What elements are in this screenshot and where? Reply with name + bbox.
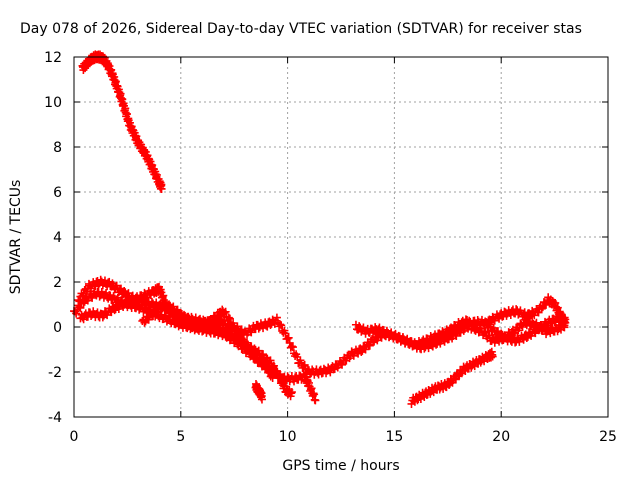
series-markers xyxy=(467,293,570,347)
x-tick-label: 25 xyxy=(599,429,617,445)
series-markers xyxy=(78,50,166,193)
x-tick-label: 5 xyxy=(176,429,185,445)
series-markers xyxy=(138,298,474,379)
plot-frame xyxy=(73,56,609,418)
series-arc-f xyxy=(467,293,570,347)
series-arc-e xyxy=(351,311,570,354)
y-tick-label: 10 xyxy=(44,95,62,111)
axis-ticks: 0 5 10 15 20 25 -4 -2 0 2 4 6 8 10 12 xyxy=(44,50,617,445)
series-arc-g xyxy=(407,347,497,408)
x-tick-label: 10 xyxy=(279,429,297,445)
series-markers xyxy=(251,379,266,404)
y-tick-label: 6 xyxy=(53,185,62,201)
series-arc-high xyxy=(78,50,166,193)
series-arc-h xyxy=(251,379,266,404)
series-arc-d xyxy=(138,298,474,379)
y-tick-label: -2 xyxy=(48,365,62,381)
chart-title: Day 078 of 2026, Sidereal Day-to-day VTE… xyxy=(20,21,582,37)
x-tick-label: 15 xyxy=(385,429,403,445)
y-tick-label: -4 xyxy=(48,410,62,426)
y-tick-label: 8 xyxy=(53,140,62,156)
y-tick-label: 0 xyxy=(53,320,62,336)
x-axis-label: GPS time / hours xyxy=(282,458,399,474)
data-series xyxy=(70,50,570,408)
x-tick-label: 20 xyxy=(492,429,510,445)
y-axis-label: SDTVAR / TECUs xyxy=(8,180,24,295)
y-tick-label: 12 xyxy=(44,50,62,66)
y-tick-label: 2 xyxy=(53,275,62,291)
series-markers xyxy=(351,311,570,354)
x-tick-label: 0 xyxy=(70,429,79,445)
y-tick-label: 4 xyxy=(53,230,62,246)
series-markers xyxy=(407,347,497,408)
